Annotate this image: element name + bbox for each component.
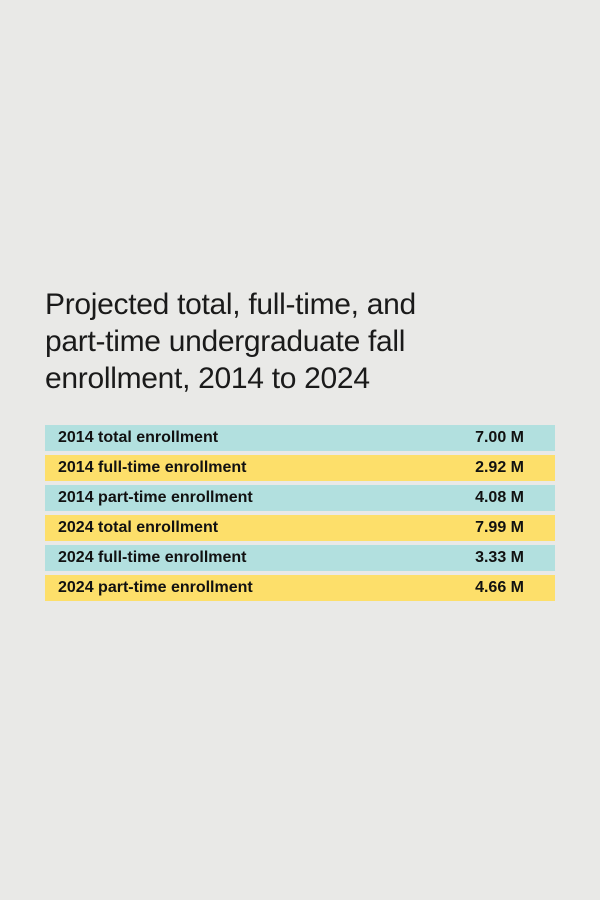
row-label: 2014 total enrollment [58, 429, 219, 446]
table-row: 2014 total enrollment 7.00 M [45, 425, 555, 451]
table-row: 2024 total enrollment 7.99 M [45, 515, 555, 541]
title-line: part-time undergraduate fall [45, 325, 406, 358]
row-label: 2014 full-time enrollment [58, 459, 247, 476]
row-value: 2.92 M [475, 459, 524, 476]
title: Projected total, full-time, and part-time… [45, 286, 416, 397]
row-label: 2024 total enrollment [58, 519, 219, 536]
row-label: 2024 full-time enrollment [58, 549, 247, 566]
row-label: 2024 part-time enrollment [58, 579, 253, 596]
table: 2014 total enrollment 7.00 M 2014 full-tim… [45, 425, 555, 605]
row-value: 4.66 M [475, 579, 524, 596]
title-line: Projected total, full-time, and [45, 288, 416, 321]
row-value: 7.99 M [475, 519, 524, 536]
title-line: enrollment, 2014 to 2024 [45, 362, 370, 395]
table-row: 2024 part-time enrollment 4.66 M [45, 575, 555, 601]
table-row: 2024 full-time enrollment 3.33 M [45, 545, 555, 571]
row-value: 7.00 M [475, 429, 524, 446]
row-value: 3.33 M [475, 549, 524, 566]
table-row: 2014 full-time enrollment 2.92 M [45, 455, 555, 481]
row-label: 2014 part-time enrollment [58, 489, 253, 506]
table-row: 2014 part-time enrollment 4.08 M [45, 485, 555, 511]
row-value: 4.08 M [475, 489, 524, 506]
